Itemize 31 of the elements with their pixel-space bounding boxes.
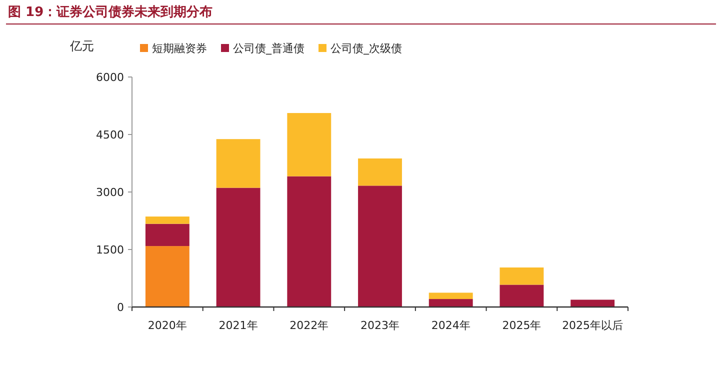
x-tick-label: 2023年 <box>360 319 400 332</box>
x-tick-label: 2021年 <box>218 319 258 332</box>
y-tick-label: 0 <box>117 301 124 314</box>
x-tick-label: 2025年以后 <box>562 319 624 332</box>
bar <box>428 292 473 300</box>
bar <box>287 113 332 176</box>
x-tick-label: 2024年 <box>431 319 470 332</box>
y-tick-label: 4500 <box>96 128 124 142</box>
chart-title: 图 19：证券公司债券未来到期分布 <box>8 5 213 20</box>
y-tick-label: 6000 <box>96 71 124 84</box>
bar <box>287 176 332 307</box>
x-tick-label: 2022年 <box>290 319 329 332</box>
y-tick-label: 3000 <box>96 186 124 199</box>
x-tick-label: 2020年 <box>148 319 187 332</box>
bar <box>216 188 260 307</box>
bar <box>145 224 190 246</box>
bar <box>358 158 402 186</box>
bar <box>145 216 190 224</box>
y-axis-title: 亿元 <box>69 39 94 53</box>
y-tick-label: 1500 <box>96 244 124 256</box>
bar <box>500 284 544 307</box>
legend-label: 公司债_次级债 <box>330 42 402 55</box>
legend-label: 短期融资券 <box>152 42 207 55</box>
bar <box>570 300 615 307</box>
bar <box>500 267 544 285</box>
bar <box>428 299 473 307</box>
bar <box>145 246 190 307</box>
bar <box>358 186 402 307</box>
legend-label: 公司债_普通债 <box>233 42 304 55</box>
bar <box>216 139 260 188</box>
x-tick-label: 2025年 <box>502 319 542 332</box>
